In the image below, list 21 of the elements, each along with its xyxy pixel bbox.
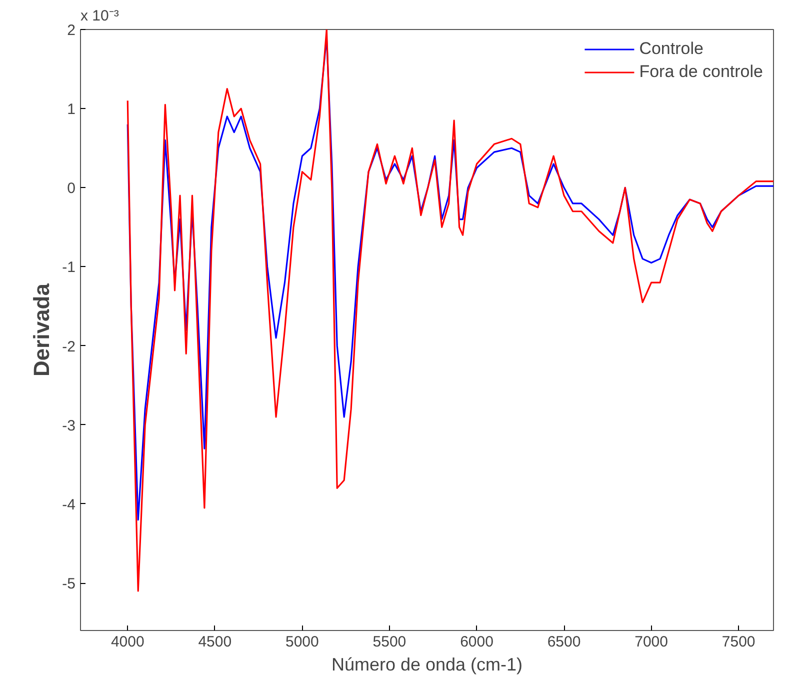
y-tick-label: -1 — [62, 259, 76, 276]
x-tick-label: 5000 — [286, 634, 319, 650]
legend-label: Fora de controle — [639, 62, 763, 82]
y-tick-label: -3 — [62, 417, 76, 434]
x-tick-label: 5500 — [372, 634, 406, 650]
y-tick-label: 0 — [67, 180, 76, 198]
y-tick-label: -2 — [62, 338, 76, 356]
y-tick-label: -4 — [62, 496, 76, 514]
x-tick-label: 6500 — [547, 634, 581, 650]
legend-label: Controle — [639, 39, 704, 59]
x-tick-label: 7000 — [634, 634, 668, 650]
x-tick-label: 4000 — [110, 634, 144, 650]
x-axis-title: Número de onda (cm-1) — [331, 654, 523, 674]
y-tick-label: -5 — [62, 576, 76, 593]
x-tick-label: 7500 — [722, 634, 756, 650]
x-tick-label: 6000 — [460, 634, 494, 650]
y-axis-title: Derivada — [29, 282, 54, 376]
y-tick-label: 2 — [67, 22, 76, 39]
x-tick-label: 4500 — [198, 634, 232, 650]
y-tick-label: 1 — [67, 101, 76, 118]
text: x 10⁻³ — [80, 8, 119, 24]
